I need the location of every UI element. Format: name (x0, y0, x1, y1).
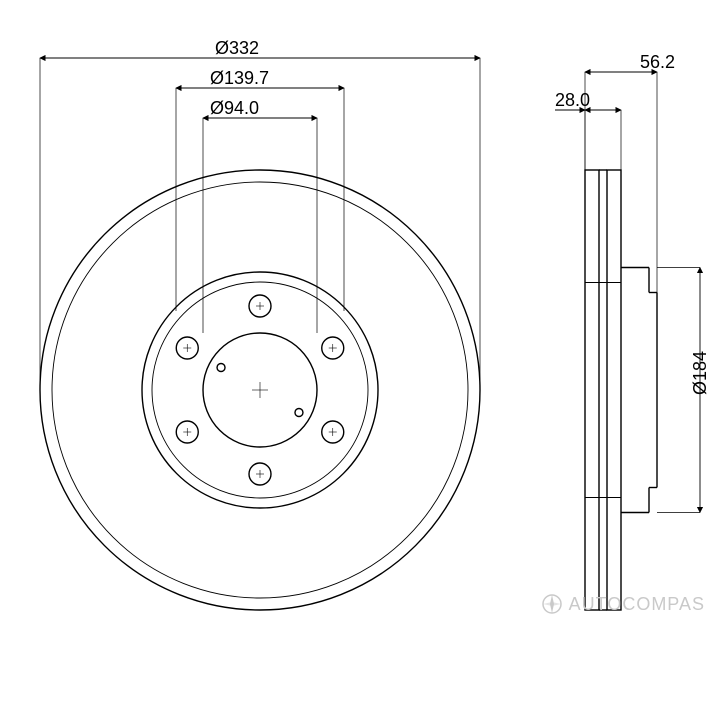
dim-pcd-diameter: Ø139.7 (210, 68, 269, 89)
dim-overall-width: 56.2 (640, 52, 675, 73)
dim-hub-diameter: Ø184 (690, 351, 711, 395)
dim-bore-diameter: Ø94.0 (210, 98, 259, 119)
compass-icon (541, 593, 563, 615)
drawing-canvas: Ø332 Ø139.7 Ø94.0 56.2 28.0 Ø184 AUTOCOM… (0, 0, 725, 725)
technical-drawing-svg (0, 0, 725, 725)
dimension-lines (40, 58, 700, 513)
dim-disc-width: 28.0 (555, 90, 590, 111)
watermark-text: AUTOCOMPAS (569, 594, 705, 615)
front-view (40, 170, 480, 610)
side-view (585, 170, 657, 610)
dim-outer-diameter: Ø332 (215, 38, 259, 59)
watermark: AUTOCOMPAS (541, 593, 705, 615)
